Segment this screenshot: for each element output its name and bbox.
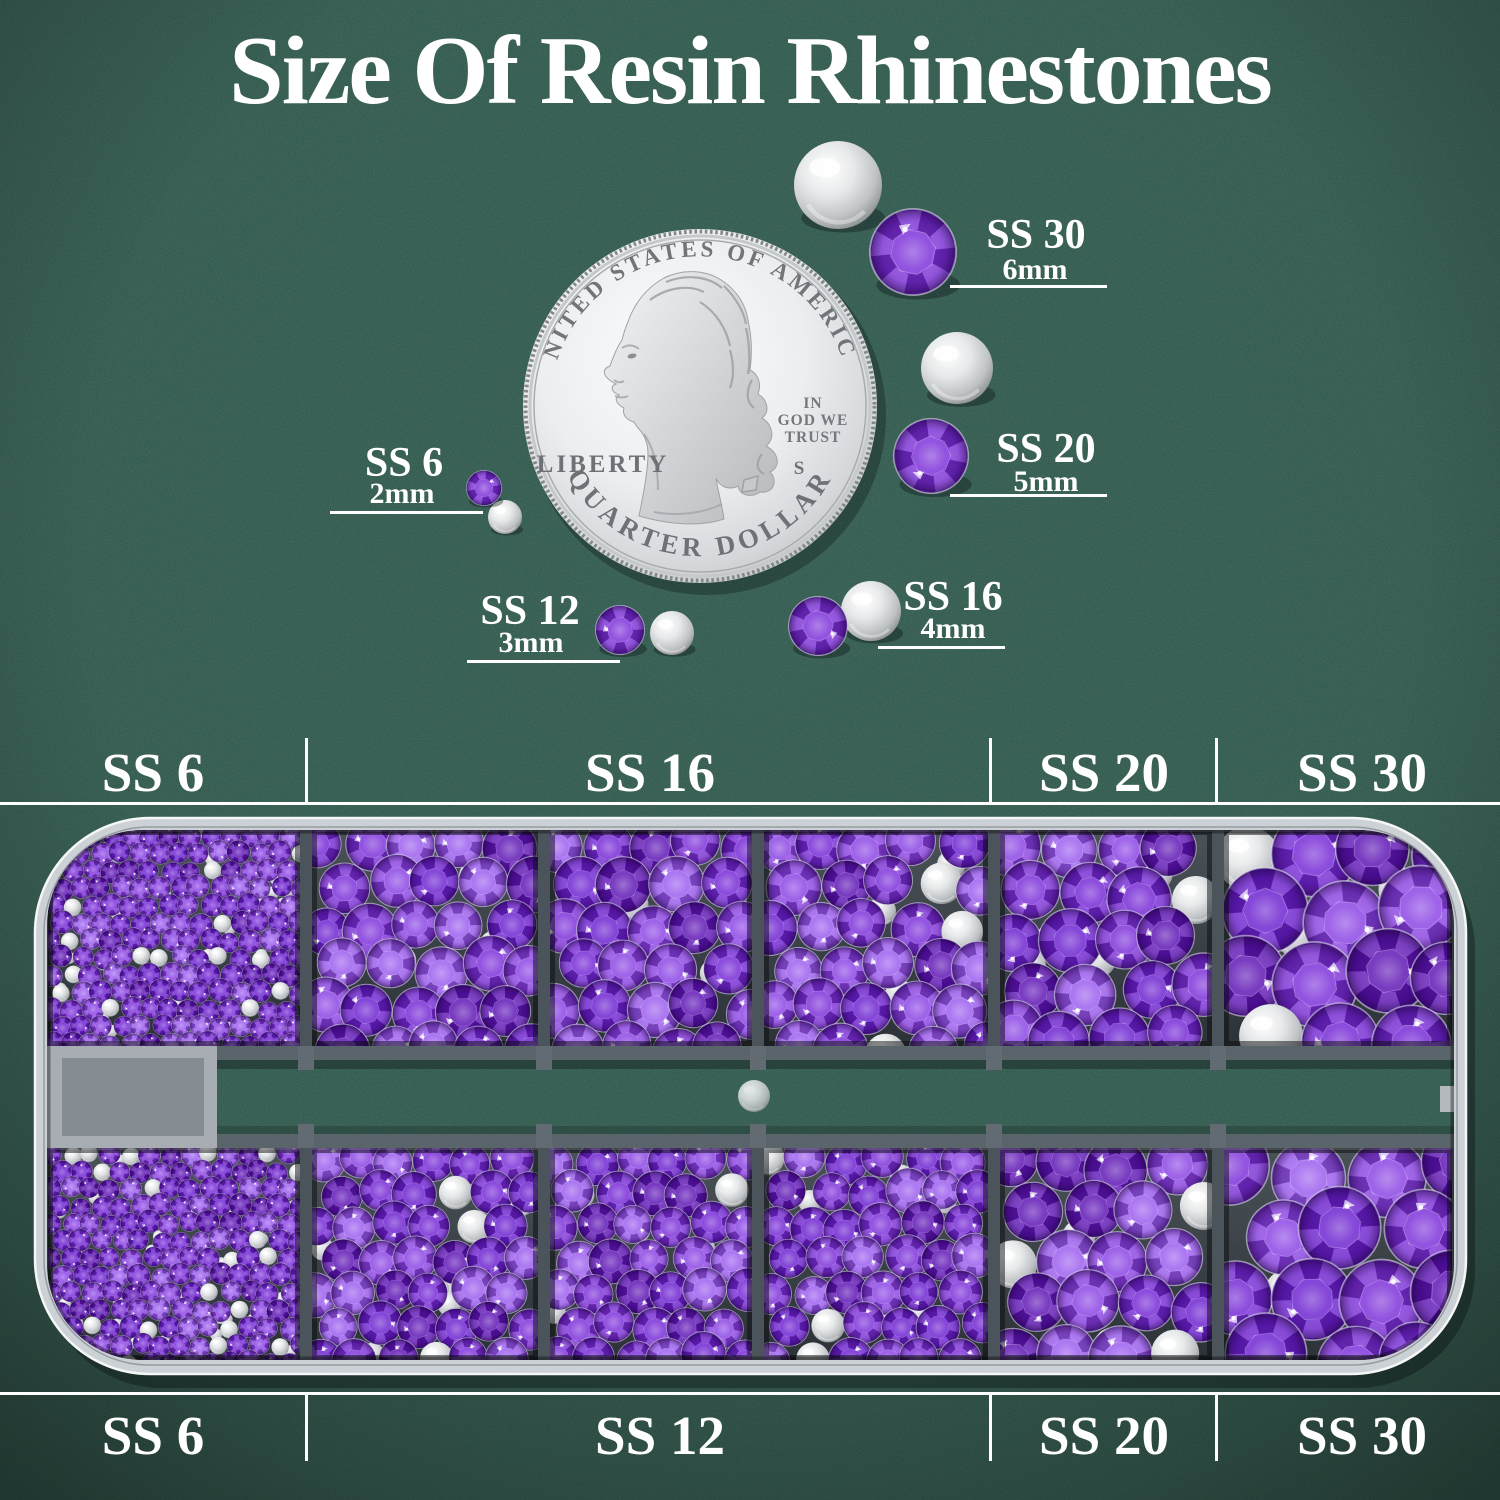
- tray-compartment: [312, 1148, 538, 1360]
- rhinestone: [1037, 907, 1104, 974]
- bust-silhouette: [603, 271, 778, 525]
- bust-eye: [627, 353, 637, 359]
- channel-divider-tabs: [298, 1046, 1226, 1148]
- water-droplet: [737, 1079, 771, 1113]
- coin-liberty-text: LIBERTY: [537, 451, 670, 478]
- tray-compartment: [1000, 830, 1212, 1046]
- coin-mint-mark: S: [794, 458, 805, 479]
- tray-middle-channel: [47, 1046, 1454, 1148]
- tray-compartment: [1224, 1148, 1452, 1360]
- tray-compartment: [764, 1148, 988, 1360]
- tray-compartment: [764, 830, 988, 1046]
- tray-compartment: [1224, 830, 1452, 1046]
- silver-ball: [919, 861, 964, 906]
- size-demo-stones: [463, 141, 996, 667]
- tray-compartment: [312, 830, 538, 1046]
- silver-ball: [209, 1336, 228, 1355]
- coin-reeded-edge: [523, 229, 877, 583]
- silver-ball: [132, 946, 151, 966]
- silver-ball: [258, 1246, 278, 1266]
- silver-ball: [737, 1079, 771, 1113]
- coin-motto-line1: IN: [803, 395, 822, 412]
- silver-ball: [92, 1163, 112, 1182]
- rhinestone-tray: [33, 816, 1475, 1388]
- tray-rim-inner-line: [43, 826, 1458, 1366]
- rhinestone: [768, 1305, 811, 1347]
- tray-compartments: [48, 830, 1452, 1360]
- silver-ball: [438, 1174, 474, 1211]
- silver-ball: [919, 330, 995, 406]
- silver-ball: [208, 946, 228, 966]
- tray-compartment: [550, 830, 752, 1046]
- tray-compartment: [1000, 1148, 1212, 1360]
- channel-left-recess: [62, 1058, 204, 1136]
- silver-ball: [101, 998, 120, 1018]
- channel-right-tab: [1440, 1086, 1454, 1112]
- coin-motto-line3: TRUST: [785, 429, 842, 446]
- hair-detail-lines: [649, 276, 765, 475]
- silver-ball: [839, 579, 903, 643]
- silver-ball: [271, 981, 290, 1001]
- silver-ball: [270, 1337, 290, 1357]
- tray-rim-highlight: [33, 816, 1468, 1376]
- silver-ball: [810, 1307, 846, 1344]
- tray-compartment: [48, 830, 300, 1046]
- silver-ball: [83, 1316, 102, 1335]
- silver-ball: [199, 1282, 219, 1302]
- tray-compartment: [550, 1148, 752, 1360]
- rhinestone: [208, 977, 233, 1003]
- coin-rim-inner: [533, 239, 867, 573]
- coin-motto-line2: GOD WE: [778, 412, 849, 429]
- silver-ball: [230, 1300, 249, 1319]
- silver-ball: [794, 141, 882, 229]
- tray-interior: [47, 830, 1454, 1360]
- tray-compartment: [48, 1148, 300, 1360]
- silver-ball: [714, 1172, 750, 1208]
- coin-rim: [528, 234, 872, 578]
- silver-ball: [648, 609, 696, 657]
- washington-bust: [603, 271, 778, 525]
- face-detail-lines: [613, 344, 723, 515]
- queue-ribbon: [741, 474, 759, 493]
- silver-ball: [240, 998, 260, 1018]
